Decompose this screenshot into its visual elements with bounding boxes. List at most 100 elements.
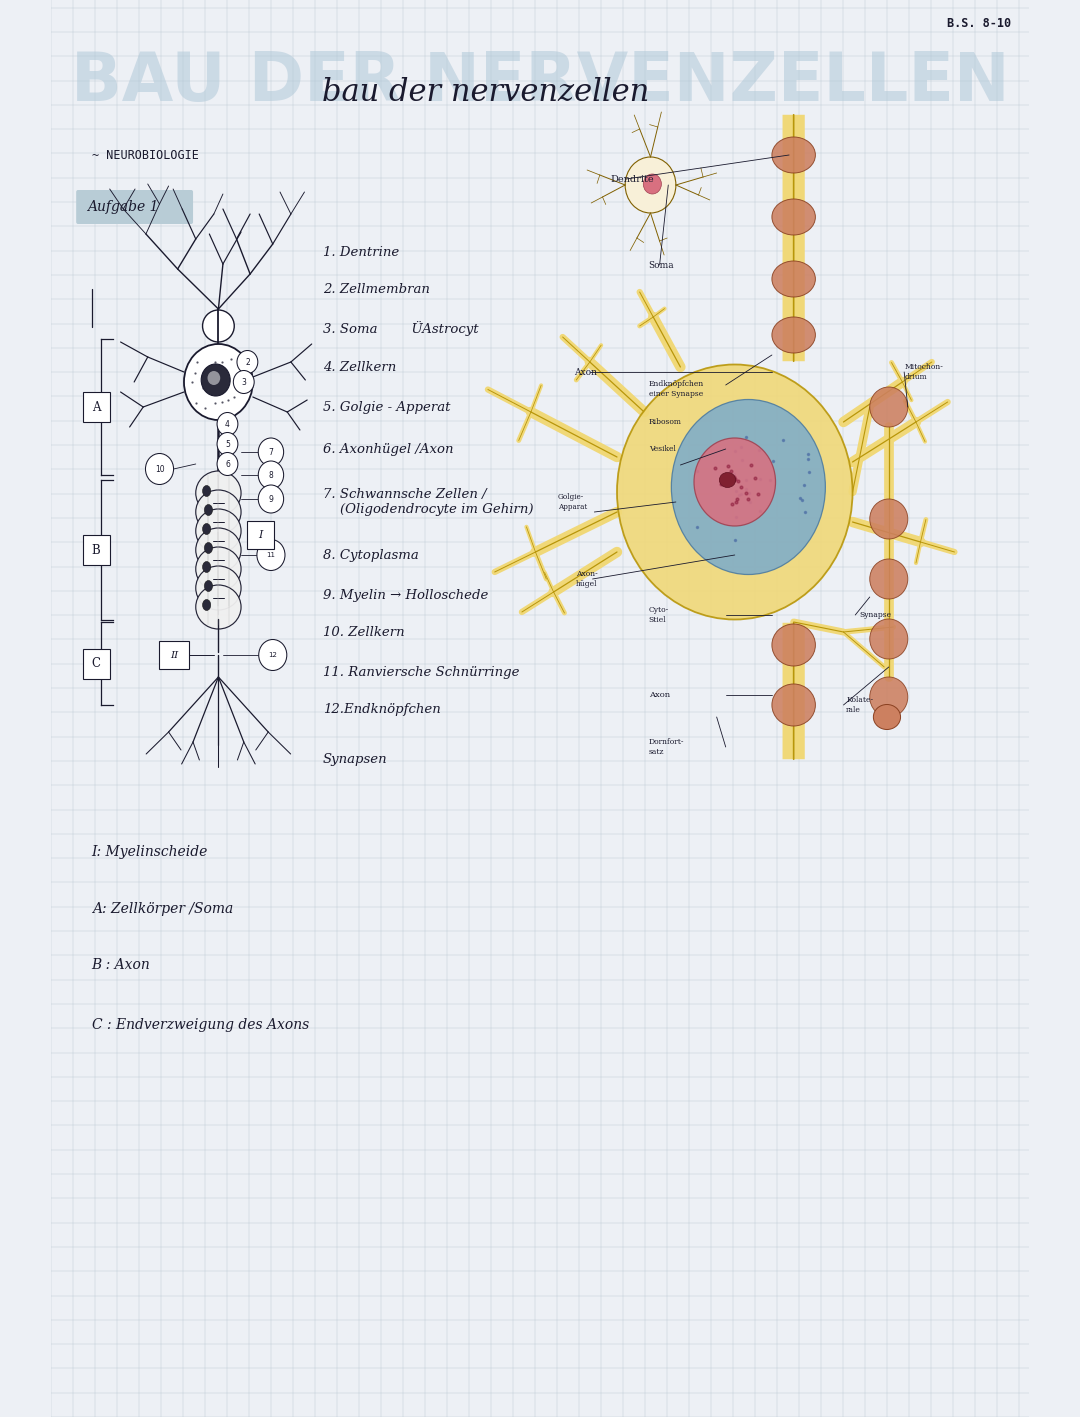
- Text: 8. Cytoplasma: 8. Cytoplasma: [323, 548, 418, 561]
- Text: Dornfort-
satz: Dornfort- satz: [649, 738, 685, 755]
- Text: 2: 2: [245, 357, 249, 367]
- Text: Synapse: Synapse: [859, 611, 891, 619]
- Ellipse shape: [617, 364, 852, 619]
- Circle shape: [644, 174, 661, 194]
- Circle shape: [258, 438, 284, 466]
- Ellipse shape: [719, 472, 735, 487]
- Circle shape: [233, 370, 254, 394]
- Ellipse shape: [869, 677, 908, 717]
- Text: 9. Myelin → Holloschede: 9. Myelin → Holloschede: [323, 588, 488, 601]
- Ellipse shape: [195, 585, 241, 629]
- Ellipse shape: [195, 470, 241, 514]
- Ellipse shape: [874, 704, 901, 730]
- FancyBboxPatch shape: [82, 649, 110, 679]
- Ellipse shape: [869, 387, 908, 427]
- Text: Endknöpfchen
einer Synapse: Endknöpfchen einer Synapse: [649, 380, 704, 398]
- Ellipse shape: [195, 565, 241, 609]
- Ellipse shape: [204, 543, 213, 554]
- Text: Axon: Axon: [575, 367, 597, 377]
- Circle shape: [207, 371, 220, 385]
- Text: Soma: Soma: [649, 261, 674, 269]
- Circle shape: [257, 540, 285, 571]
- Text: Mitochon-
drium: Mitochon- drium: [904, 363, 943, 381]
- Text: BAU DER NERVENZELLEN: BAU DER NERVENZELLEN: [70, 50, 1010, 115]
- Ellipse shape: [772, 198, 815, 235]
- Text: 1. Dentrine: 1. Dentrine: [323, 245, 399, 258]
- Text: 2. Zellmembran: 2. Zellmembran: [323, 282, 430, 296]
- Ellipse shape: [203, 523, 211, 534]
- Ellipse shape: [672, 400, 825, 574]
- Circle shape: [258, 485, 284, 513]
- Ellipse shape: [204, 504, 213, 516]
- Circle shape: [217, 452, 238, 476]
- Ellipse shape: [204, 581, 213, 591]
- Text: 7: 7: [269, 448, 273, 456]
- Circle shape: [217, 412, 238, 435]
- Circle shape: [201, 364, 230, 395]
- Text: 6. Axonhügel /Axon: 6. Axonhügel /Axon: [323, 442, 454, 455]
- Ellipse shape: [195, 529, 241, 572]
- Text: Ribosom: Ribosom: [649, 418, 681, 427]
- Text: 8: 8: [269, 470, 273, 479]
- Text: 7. Schwannsche Zellen /
    (Oligodendrocyte im Gehirn): 7. Schwannsche Zellen / (Oligodendrocyte…: [323, 487, 534, 516]
- Text: A: A: [92, 401, 100, 414]
- Ellipse shape: [203, 561, 211, 572]
- Text: 5. Golgie - Apperat: 5. Golgie - Apperat: [323, 401, 450, 414]
- Text: 9: 9: [269, 495, 273, 503]
- Text: 10: 10: [154, 465, 164, 473]
- Text: C : Endverzweigung des Axons: C : Endverzweigung des Axons: [92, 1017, 309, 1032]
- Text: 4: 4: [225, 419, 230, 428]
- Text: ~ NEUROBIOLOGIE: ~ NEUROBIOLOGIE: [92, 149, 199, 162]
- Text: C: C: [92, 657, 100, 670]
- Ellipse shape: [772, 684, 815, 726]
- Ellipse shape: [203, 599, 211, 611]
- Text: Dendrite: Dendrite: [610, 174, 654, 183]
- Circle shape: [184, 344, 253, 419]
- Text: 11. Ranviersche Schnürringe: 11. Ranviersche Schnürringe: [323, 666, 519, 679]
- Ellipse shape: [203, 310, 234, 341]
- Ellipse shape: [772, 137, 815, 173]
- Text: 12: 12: [268, 652, 278, 657]
- Text: 11: 11: [267, 553, 275, 558]
- FancyBboxPatch shape: [82, 536, 110, 565]
- Ellipse shape: [869, 619, 908, 659]
- Text: I: I: [258, 530, 262, 540]
- Text: I: Myelinscheide: I: Myelinscheide: [92, 845, 208, 859]
- Text: Aufgabe 1: Aufgabe 1: [87, 200, 159, 214]
- Ellipse shape: [195, 490, 241, 534]
- Ellipse shape: [869, 558, 908, 599]
- Text: 5: 5: [225, 439, 230, 449]
- Text: bau der nervenzellen: bau der nervenzellen: [322, 77, 649, 108]
- Text: B.S. 8-10: B.S. 8-10: [947, 17, 1011, 30]
- Text: Cyto-
Stiel: Cyto- Stiel: [649, 606, 669, 623]
- Text: Synapsen: Synapsen: [323, 752, 388, 765]
- Circle shape: [237, 350, 258, 374]
- Circle shape: [625, 157, 676, 213]
- Ellipse shape: [772, 261, 815, 298]
- FancyBboxPatch shape: [77, 190, 193, 224]
- Ellipse shape: [772, 317, 815, 353]
- Text: II: II: [170, 650, 178, 659]
- Text: Golgie-
Apparat: Golgie- Apparat: [558, 493, 588, 510]
- Text: B: B: [92, 544, 100, 557]
- Circle shape: [217, 432, 238, 455]
- Text: 3. Soma        ÜAstrocyt: 3. Soma ÜAstrocyt: [323, 322, 478, 336]
- FancyBboxPatch shape: [82, 393, 110, 422]
- Ellipse shape: [869, 499, 908, 538]
- Circle shape: [259, 639, 287, 670]
- Text: A: Zellkörper /Soma: A: Zellkörper /Soma: [92, 903, 233, 915]
- Text: 6: 6: [225, 459, 230, 469]
- Ellipse shape: [195, 509, 241, 553]
- Circle shape: [146, 453, 174, 485]
- Text: Vesikel: Vesikel: [649, 445, 676, 453]
- Text: 10. Zellkern: 10. Zellkern: [323, 625, 404, 639]
- Text: Kolate-
rale: Kolate- rale: [847, 696, 874, 714]
- Circle shape: [258, 461, 284, 489]
- Ellipse shape: [772, 623, 815, 666]
- Ellipse shape: [203, 486, 211, 496]
- Text: 4. Zellkern: 4. Zellkern: [323, 360, 396, 374]
- Text: Axon-
hügel: Axon- hügel: [577, 571, 598, 588]
- Text: Axon: Axon: [649, 691, 670, 699]
- FancyBboxPatch shape: [247, 521, 273, 548]
- Ellipse shape: [195, 547, 241, 591]
